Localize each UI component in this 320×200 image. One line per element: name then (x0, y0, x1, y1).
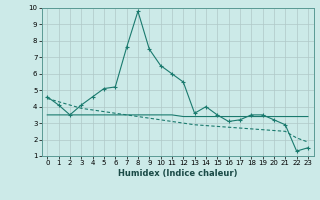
X-axis label: Humidex (Indice chaleur): Humidex (Indice chaleur) (118, 169, 237, 178)
